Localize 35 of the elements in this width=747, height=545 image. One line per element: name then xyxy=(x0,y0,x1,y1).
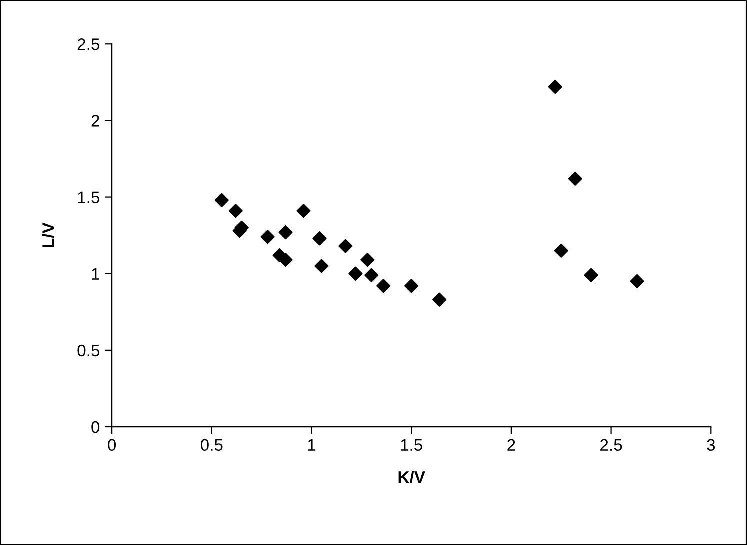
point xyxy=(278,225,293,240)
x-tick-label: 2.5 xyxy=(600,439,622,452)
point xyxy=(360,253,375,268)
y-tick-label: 2 xyxy=(92,115,100,127)
x-axis-title: K/V xyxy=(398,471,426,484)
point xyxy=(314,259,329,274)
point xyxy=(338,239,353,254)
point xyxy=(312,232,327,246)
x-tick-label: 2 xyxy=(508,439,516,451)
point xyxy=(554,244,568,258)
point xyxy=(228,204,243,218)
y-tick-label: 0 xyxy=(92,421,100,434)
point xyxy=(376,279,391,294)
point xyxy=(364,268,379,282)
point xyxy=(296,204,311,218)
y-tick-label: 0.5 xyxy=(78,344,100,357)
point xyxy=(568,172,582,186)
point xyxy=(432,292,447,307)
x-tick-label: 1 xyxy=(308,439,316,451)
point xyxy=(548,80,562,94)
y-axis-title: L/V xyxy=(42,222,55,248)
point xyxy=(584,268,598,282)
point xyxy=(260,230,275,244)
y-tick-label: 1.5 xyxy=(78,192,100,204)
x-tick-label: 0 xyxy=(108,439,116,452)
point xyxy=(404,279,419,294)
y-tick-label: 1 xyxy=(92,268,100,280)
point xyxy=(630,274,644,289)
x-tick-label: 1.5 xyxy=(401,439,422,452)
x-tick-label: 0.5 xyxy=(200,439,223,452)
point xyxy=(348,266,363,281)
point xyxy=(214,193,229,208)
x-tick-label: 3 xyxy=(707,439,716,452)
y-tick-label: 2.5 xyxy=(78,38,100,50)
point xyxy=(278,253,293,268)
